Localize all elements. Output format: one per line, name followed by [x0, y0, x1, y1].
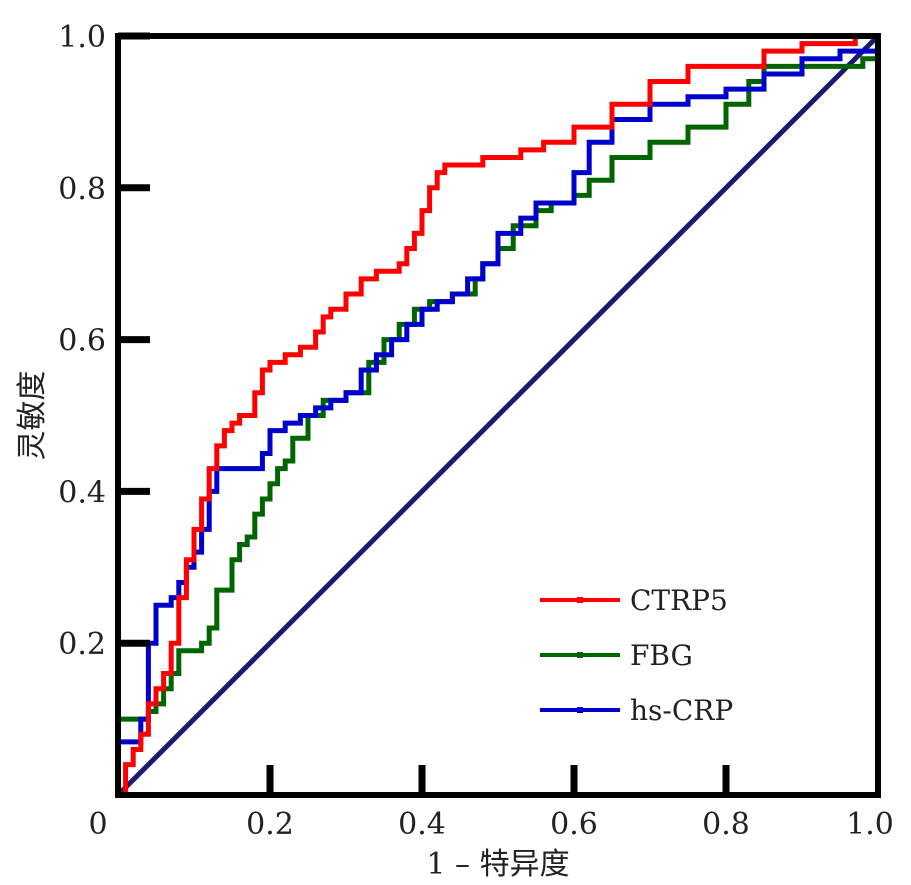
x-axis-label: 1 – 特异度 [426, 847, 569, 882]
legend-marker [577, 652, 583, 658]
y-tick-label: 0.8 [58, 172, 106, 207]
x-tick-label: 0 [88, 807, 107, 842]
x-tick-label: 0.2 [246, 807, 294, 842]
y-tick-label: 0.6 [58, 324, 106, 359]
plot-frame [115, 33, 881, 798]
y-axis-label: 灵敏度 [15, 371, 50, 461]
x-tick-label: 0.4 [398, 807, 446, 842]
series-line-ctrp5 [115, 33, 881, 798]
legend-marker [577, 597, 583, 603]
reference-diagonal-line [116, 34, 880, 797]
legend-label-ctrp5: CTRP5 [630, 584, 728, 617]
y-tick-label: 1.0 [58, 20, 106, 55]
legend-marker [577, 707, 583, 713]
x-tick-label: 0.6 [550, 807, 598, 842]
series-line-fbg [115, 33, 881, 798]
x-tick-label: 0.8 [702, 807, 750, 842]
series-layer [115, 33, 881, 798]
legend-label-hs-crp: hs-CRP [630, 694, 733, 727]
y-tick-label: 0.4 [58, 475, 106, 510]
legend: CTRP5 FBG hs-CRP [540, 584, 733, 727]
x-tick-label: 1.0 [846, 807, 894, 842]
y-tick-layer: 0.2 0.4 0.6 0.8 1.0 [58, 20, 150, 662]
legend-label-fbg: FBG [630, 639, 693, 672]
x-tick-layer: 0 0.2 0.4 0.6 0.8 1.0 [88, 765, 894, 842]
reference-line-layer [116, 34, 880, 797]
y-tick-label: 0.2 [58, 627, 106, 662]
